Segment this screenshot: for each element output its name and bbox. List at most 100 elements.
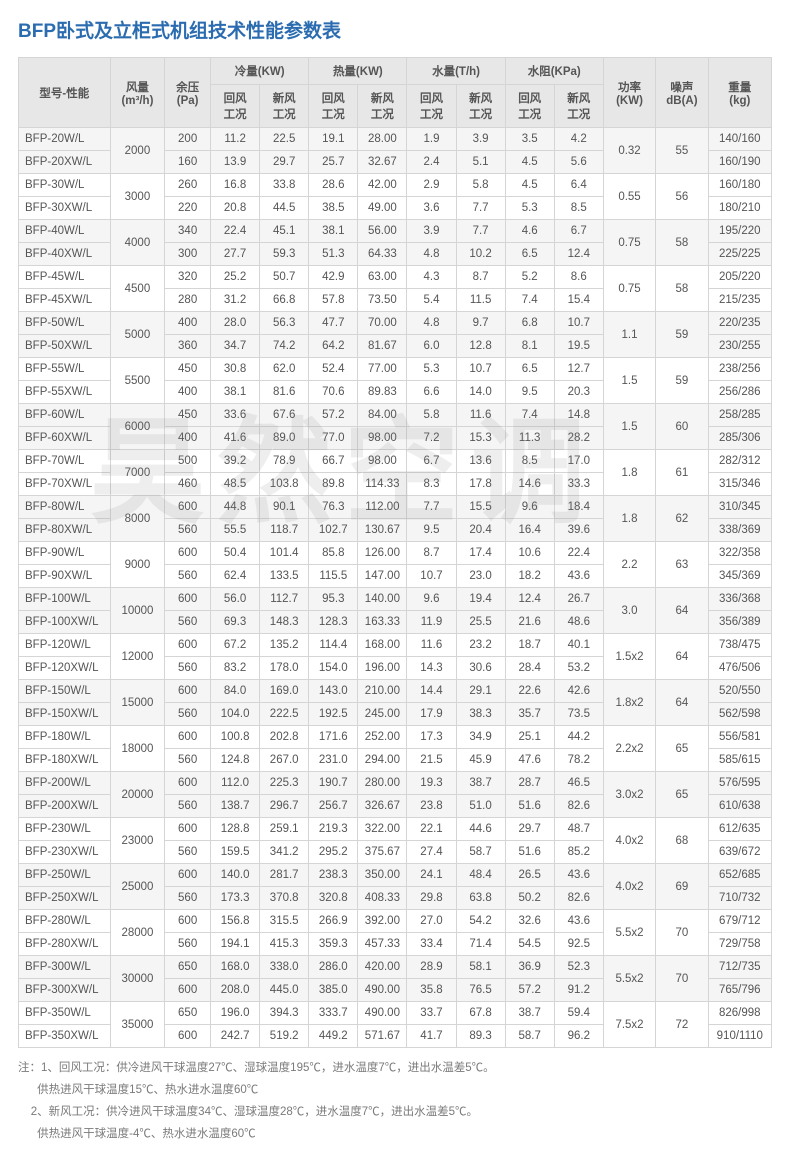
cell-w1: 4.8 <box>407 243 456 266</box>
cell-w2: 38.3 <box>456 703 505 726</box>
cell-r1: 22.6 <box>505 680 554 703</box>
cell-c2: 66.8 <box>260 289 309 312</box>
cell-h2: 490.00 <box>358 979 407 1002</box>
cell-power: 5.5x2 <box>603 956 655 1002</box>
cell-h2: 147.00 <box>358 565 407 588</box>
cell-r1: 58.7 <box>505 1025 554 1048</box>
cell-airflow: 10000 <box>110 588 165 634</box>
cell-h2: 163.33 <box>358 611 407 634</box>
cell-weight: 195/220 <box>708 220 771 243</box>
cell-h1: 70.6 <box>309 381 358 404</box>
cell-pressure: 360 <box>165 335 211 358</box>
cell-c2: 267.0 <box>260 749 309 772</box>
cell-w1: 6.7 <box>407 450 456 473</box>
cell-noise: 60 <box>656 404 708 450</box>
cell-c2: 202.8 <box>260 726 309 749</box>
cell-h1: 25.7 <box>309 151 358 174</box>
cell-pressure: 400 <box>165 381 211 404</box>
cell-w1: 1.9 <box>407 128 456 151</box>
table-row: BFP-40W/L400034022.445.138.156.003.97.74… <box>19 220 772 243</box>
cell-r1: 25.1 <box>505 726 554 749</box>
table-row: BFP-200W/L20000600112.0225.3190.7280.001… <box>19 772 772 795</box>
cell-c1: 208.0 <box>211 979 260 1002</box>
table-body: BFP-20W/L200020011.222.519.128.001.93.93… <box>19 128 772 1048</box>
cell-c1: 156.8 <box>211 910 260 933</box>
cell-airflow: 15000 <box>110 680 165 726</box>
cell-h2: 70.00 <box>358 312 407 335</box>
cell-c2: 445.0 <box>260 979 309 1002</box>
cell-w2: 20.4 <box>456 519 505 542</box>
cell-power: 1.5x2 <box>603 634 655 680</box>
cell-h2: 114.33 <box>358 473 407 496</box>
cell-r2: 85.2 <box>554 841 603 864</box>
cell-noise: 58 <box>656 266 708 312</box>
cell-w1: 4.8 <box>407 312 456 335</box>
cell-r2: 8.5 <box>554 197 603 220</box>
cell-airflow: 9000 <box>110 542 165 588</box>
cell-r1: 14.6 <box>505 473 554 496</box>
cell-airflow: 2000 <box>110 128 165 174</box>
cell-weight: 556/581 <box>708 726 771 749</box>
cell-r1: 28.4 <box>505 657 554 680</box>
cell-model: BFP-280XW/L <box>19 933 111 956</box>
cell-h2: 84.00 <box>358 404 407 427</box>
cell-weight: 585/615 <box>708 749 771 772</box>
cell-noise: 64 <box>656 634 708 680</box>
cell-h1: 385.0 <box>309 979 358 1002</box>
cell-power: 3.0 <box>603 588 655 634</box>
cell-pressure: 560 <box>165 565 211 588</box>
cell-w2: 7.7 <box>456 197 505 220</box>
table-row: BFP-80W/L800060044.890.176.3112.007.715.… <box>19 496 772 519</box>
cell-model: BFP-55XW/L <box>19 381 111 404</box>
cell-c1: 67.2 <box>211 634 260 657</box>
cell-w1: 11.6 <box>407 634 456 657</box>
cell-h1: 76.3 <box>309 496 358 519</box>
cell-r2: 22.4 <box>554 542 603 565</box>
cell-model: BFP-250XW/L <box>19 887 111 910</box>
cell-airflow: 35000 <box>110 1002 165 1048</box>
cell-pressure: 560 <box>165 749 211 772</box>
cell-weight: 230/255 <box>708 335 771 358</box>
cell-pressure: 560 <box>165 703 211 726</box>
cell-weight: 765/796 <box>708 979 771 1002</box>
cell-w1: 8.3 <box>407 473 456 496</box>
cell-c1: 62.4 <box>211 565 260 588</box>
cell-weight: 356/389 <box>708 611 771 634</box>
table-head: 型号-性能 风量(m³/h) 余压(Pa) 冷量(KW) 热量(KW) 水量(T… <box>19 58 772 128</box>
cell-w2: 76.5 <box>456 979 505 1002</box>
table-row: BFP-60W/L600045033.667.657.284.005.811.6… <box>19 404 772 427</box>
cell-weight: 710/732 <box>708 887 771 910</box>
cell-model: BFP-250W/L <box>19 864 111 887</box>
cell-noise: 72 <box>656 1002 708 1048</box>
table-row: BFP-150W/L1500060084.0169.0143.0210.0014… <box>19 680 772 703</box>
cell-h1: 85.8 <box>309 542 358 565</box>
cell-weight: 576/595 <box>708 772 771 795</box>
cell-r1: 8.1 <box>505 335 554 358</box>
cell-h2: 420.00 <box>358 956 407 979</box>
cell-noise: 65 <box>656 726 708 772</box>
cell-r1: 54.5 <box>505 933 554 956</box>
cell-model: BFP-120W/L <box>19 634 111 657</box>
cell-w2: 58.7 <box>456 841 505 864</box>
table-row: BFP-230W/L23000600128.8259.1219.3322.002… <box>19 818 772 841</box>
cell-power: 1.5 <box>603 404 655 450</box>
cell-h2: 49.00 <box>358 197 407 220</box>
cell-power: 1.5 <box>603 358 655 404</box>
cell-r2: 92.5 <box>554 933 603 956</box>
cell-weight: 738/475 <box>708 634 771 657</box>
cell-w1: 3.6 <box>407 197 456 220</box>
col-resist-new: 新风工况 <box>554 85 603 128</box>
col-weight: 重量(kg) <box>708 58 771 128</box>
col-water: 水量(T/h) <box>407 58 505 85</box>
cell-pressure: 560 <box>165 519 211 542</box>
cell-c1: 50.4 <box>211 542 260 565</box>
cell-h1: 66.7 <box>309 450 358 473</box>
cell-c2: 415.3 <box>260 933 309 956</box>
cell-model: BFP-70XW/L <box>19 473 111 496</box>
note-line: 2、新风工况：供冷进风干球温度34℃、湿球温度28℃，进水温度7℃，进出水温差5… <box>18 1102 772 1124</box>
cell-w1: 27.4 <box>407 841 456 864</box>
cell-h1: 190.7 <box>309 772 358 795</box>
cell-w1: 7.7 <box>407 496 456 519</box>
cell-r1: 18.2 <box>505 565 554 588</box>
cell-airflow: 23000 <box>110 818 165 864</box>
